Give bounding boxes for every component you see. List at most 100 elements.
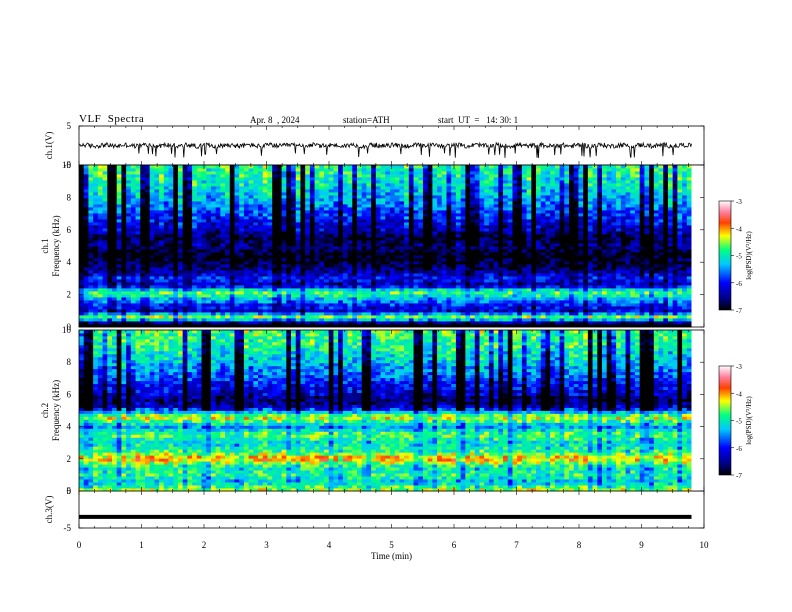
psd-cell [173, 303, 179, 307]
psd-cell [173, 222, 179, 226]
psd-cell [493, 219, 499, 223]
psd-cell [361, 318, 367, 322]
psd-cell [201, 321, 207, 325]
psd-cell [380, 285, 386, 289]
psd-cell [465, 273, 471, 277]
psd-cell [102, 288, 108, 292]
psd-cell [192, 318, 198, 322]
psd-cell [154, 297, 160, 301]
psd-cell [140, 261, 146, 265]
psd-cell [192, 300, 198, 304]
psd-cell [389, 282, 396, 286]
psd-cell [187, 231, 193, 235]
psd-cell [291, 219, 297, 223]
psd-cell [79, 309, 85, 313]
psd-cell [663, 249, 669, 253]
psd-cell [503, 219, 509, 223]
psd-cell [512, 318, 518, 322]
psd-cell [667, 219, 674, 223]
psd-cell [267, 321, 273, 325]
psd-cell [625, 234, 631, 238]
psd-cell [177, 300, 184, 304]
psd-cell [225, 321, 231, 325]
psd-cell [97, 258, 103, 262]
psd-cell [107, 294, 113, 298]
psd-cell [493, 249, 499, 253]
psd-cell [512, 279, 518, 283]
psd-cell [243, 321, 250, 325]
psd-cell [234, 255, 240, 259]
psd-cell [163, 225, 169, 229]
psd-cell [653, 231, 659, 235]
psd-cell [239, 303, 245, 307]
psd-cell [616, 234, 622, 238]
psd-cell [484, 309, 490, 313]
psd-cell [488, 255, 495, 259]
psd-cell [121, 249, 127, 253]
psd-cell [649, 273, 655, 277]
psd-cell [140, 303, 146, 307]
psd-cell [559, 309, 565, 313]
psd-cell [295, 309, 301, 313]
psd-cell [347, 216, 353, 220]
psd-cell [291, 246, 297, 250]
psd-cell [286, 309, 292, 313]
psd-cell [649, 249, 655, 253]
psd-cell [470, 252, 476, 256]
psd-cell [295, 315, 301, 319]
psd-cell [460, 249, 466, 253]
psd-cell [498, 264, 504, 268]
psd-cell [243, 258, 250, 262]
psd-cell [272, 264, 278, 268]
psd-cell [592, 252, 598, 256]
psd-cell [606, 306, 612, 310]
psd-cell [229, 246, 235, 250]
psd-cell [432, 306, 438, 310]
psd-cell [333, 240, 339, 244]
psd-cell [272, 261, 278, 265]
psd-cell [649, 267, 655, 271]
psd-cell [569, 282, 575, 286]
psd-cell [663, 240, 669, 244]
psd-cell [517, 270, 523, 274]
psd-cell [493, 300, 499, 304]
psd-cell [465, 252, 471, 256]
psd-cell [569, 318, 575, 322]
psd-cell [159, 285, 165, 289]
psd-cell [526, 285, 532, 289]
psd-cell [517, 228, 523, 232]
psd-cell [507, 321, 513, 325]
psd-cell [536, 324, 542, 328]
psd-cell [630, 324, 636, 328]
psd-cell [460, 261, 466, 265]
psd-cell [97, 237, 103, 241]
psd-cell [427, 273, 433, 277]
psd-cell [300, 216, 306, 220]
psd-cell [554, 273, 560, 277]
psd-cell [262, 267, 268, 271]
psd-cell [328, 270, 334, 274]
psd-cell [554, 255, 560, 259]
psd-cell [309, 312, 315, 316]
psd-cell [554, 246, 560, 250]
psd-cell [465, 231, 471, 235]
psd-cell [324, 270, 330, 274]
psd-cell [672, 228, 678, 232]
psd-cell [597, 297, 603, 301]
psd-cell [583, 243, 589, 247]
psd-cell [634, 261, 641, 265]
psd-cell [253, 252, 259, 256]
psd-cell [79, 258, 85, 262]
psd-cell [234, 279, 240, 283]
psd-cell [455, 300, 462, 304]
psd-cell [493, 294, 499, 298]
psd-cell [682, 219, 688, 223]
psd-cell [644, 315, 650, 319]
psd-cell [159, 306, 165, 310]
psd-cell [168, 282, 174, 286]
psd-cell [286, 243, 292, 247]
psd-cell [135, 270, 141, 274]
psd-cell [130, 237, 136, 241]
psd-cell [432, 264, 438, 268]
psd-cell [460, 240, 466, 244]
